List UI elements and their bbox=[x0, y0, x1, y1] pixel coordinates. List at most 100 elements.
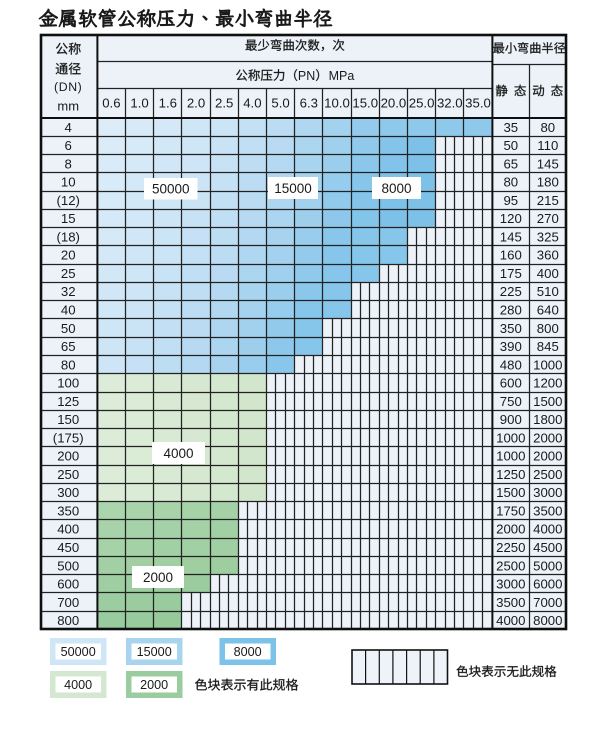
svg-text:25: 25 bbox=[61, 266, 76, 281]
svg-text:225: 225 bbox=[500, 284, 522, 299]
svg-text:PN: PN bbox=[298, 69, 315, 83]
svg-text:(18): (18) bbox=[56, 229, 79, 244]
svg-text:500: 500 bbox=[57, 558, 79, 573]
svg-text:50000: 50000 bbox=[61, 645, 96, 659]
svg-text:100: 100 bbox=[57, 376, 79, 391]
svg-text:280: 280 bbox=[500, 303, 522, 318]
svg-text:3000: 3000 bbox=[533, 485, 562, 500]
svg-text:4: 4 bbox=[65, 120, 72, 135]
svg-text:1000: 1000 bbox=[496, 430, 525, 445]
svg-text:50000: 50000 bbox=[152, 182, 190, 197]
svg-text:15000: 15000 bbox=[274, 181, 312, 196]
svg-text:15: 15 bbox=[61, 211, 76, 226]
svg-text:325: 325 bbox=[537, 229, 559, 244]
svg-text:2500: 2500 bbox=[496, 558, 525, 573]
svg-text:2000: 2000 bbox=[140, 678, 168, 692]
svg-text:2.0: 2.0 bbox=[187, 96, 205, 111]
svg-text:120: 120 bbox=[500, 211, 522, 226]
svg-text:8000: 8000 bbox=[234, 645, 262, 659]
svg-text:215: 215 bbox=[537, 193, 559, 208]
svg-text:145: 145 bbox=[537, 156, 559, 171]
svg-text:510: 510 bbox=[537, 284, 559, 299]
svg-text:2000: 2000 bbox=[533, 449, 562, 464]
svg-text:1500: 1500 bbox=[533, 394, 562, 409]
svg-text:5000: 5000 bbox=[533, 558, 562, 573]
svg-text:25.0: 25.0 bbox=[409, 96, 435, 111]
svg-text:4000: 4000 bbox=[64, 678, 92, 692]
svg-text:35.0: 35.0 bbox=[465, 96, 491, 111]
svg-text:4500: 4500 bbox=[533, 540, 562, 555]
svg-text:1000: 1000 bbox=[533, 357, 562, 372]
svg-text:80: 80 bbox=[540, 120, 555, 135]
svg-text:1250: 1250 bbox=[496, 467, 525, 482]
svg-text:40: 40 bbox=[61, 303, 76, 318]
svg-text:2000: 2000 bbox=[143, 570, 173, 585]
svg-text:4000: 4000 bbox=[496, 613, 525, 628]
svg-text:(DN): (DN) bbox=[54, 80, 82, 94]
svg-text:600: 600 bbox=[57, 577, 79, 592]
svg-text:2000: 2000 bbox=[496, 522, 525, 537]
svg-text:3000: 3000 bbox=[496, 577, 525, 592]
svg-text:250: 250 bbox=[57, 467, 79, 482]
svg-text:10.0: 10.0 bbox=[324, 96, 350, 111]
svg-text:145: 145 bbox=[500, 229, 522, 244]
svg-text:8000: 8000 bbox=[381, 181, 411, 196]
svg-text:160: 160 bbox=[500, 248, 522, 263]
svg-text:180: 180 bbox=[537, 175, 559, 190]
svg-text:3500: 3500 bbox=[496, 595, 525, 610]
svg-text:450: 450 bbox=[57, 540, 79, 555]
svg-text:125: 125 bbox=[57, 394, 79, 409]
svg-text:600: 600 bbox=[500, 376, 522, 391]
svg-text:110: 110 bbox=[537, 138, 558, 153]
svg-text:95: 95 bbox=[503, 193, 518, 208]
svg-text:1500: 1500 bbox=[496, 485, 525, 500]
svg-text:300: 300 bbox=[57, 485, 79, 500]
svg-text:32.0: 32.0 bbox=[437, 96, 463, 111]
svg-text:4000: 4000 bbox=[533, 522, 562, 537]
svg-text:80: 80 bbox=[503, 175, 518, 190]
svg-text:900: 900 bbox=[500, 412, 522, 427]
svg-text:4.0: 4.0 bbox=[243, 96, 261, 111]
svg-text:7000: 7000 bbox=[533, 595, 562, 610]
svg-text:MPa: MPa bbox=[329, 69, 355, 83]
svg-text:1200: 1200 bbox=[533, 376, 562, 391]
svg-text:1.0: 1.0 bbox=[130, 96, 148, 111]
svg-text:80: 80 bbox=[61, 357, 76, 372]
svg-text:2500: 2500 bbox=[533, 467, 562, 482]
svg-text:845: 845 bbox=[537, 339, 559, 354]
svg-text:5.0: 5.0 bbox=[271, 96, 289, 111]
svg-text:10: 10 bbox=[61, 175, 76, 190]
svg-text:6000: 6000 bbox=[533, 577, 562, 592]
svg-text:800: 800 bbox=[537, 321, 559, 336]
svg-text:400: 400 bbox=[57, 522, 79, 537]
svg-text:200: 200 bbox=[57, 449, 79, 464]
svg-text:6: 6 bbox=[65, 138, 72, 153]
svg-text:35: 35 bbox=[503, 120, 518, 135]
svg-text:1.6: 1.6 bbox=[159, 96, 177, 111]
svg-text:175: 175 bbox=[500, 266, 522, 281]
svg-text:390: 390 bbox=[500, 339, 522, 354]
svg-text:50: 50 bbox=[61, 321, 76, 336]
svg-text:20: 20 bbox=[61, 248, 76, 263]
svg-text:65: 65 bbox=[61, 339, 76, 354]
svg-text:360: 360 bbox=[537, 248, 559, 263]
svg-text:1750: 1750 bbox=[496, 504, 525, 519]
svg-text:2250: 2250 bbox=[496, 540, 525, 555]
svg-text:1000: 1000 bbox=[496, 449, 525, 464]
svg-text:8000: 8000 bbox=[533, 613, 562, 628]
svg-text:2.5: 2.5 bbox=[215, 96, 233, 111]
svg-text:mm: mm bbox=[57, 99, 79, 114]
svg-text:6.3: 6.3 bbox=[300, 96, 318, 111]
svg-text:2000: 2000 bbox=[533, 430, 562, 445]
svg-text:700: 700 bbox=[57, 595, 79, 610]
svg-text:270: 270 bbox=[537, 211, 559, 226]
svg-text:(175): (175) bbox=[53, 430, 84, 445]
svg-text:350: 350 bbox=[500, 321, 522, 336]
svg-text:15.0: 15.0 bbox=[352, 96, 378, 111]
svg-text:(12): (12) bbox=[56, 193, 79, 208]
svg-text:50: 50 bbox=[503, 138, 518, 153]
svg-text:15000: 15000 bbox=[137, 645, 172, 659]
svg-text:400: 400 bbox=[537, 266, 559, 281]
svg-text:65: 65 bbox=[503, 156, 518, 171]
svg-text:150: 150 bbox=[57, 412, 79, 427]
